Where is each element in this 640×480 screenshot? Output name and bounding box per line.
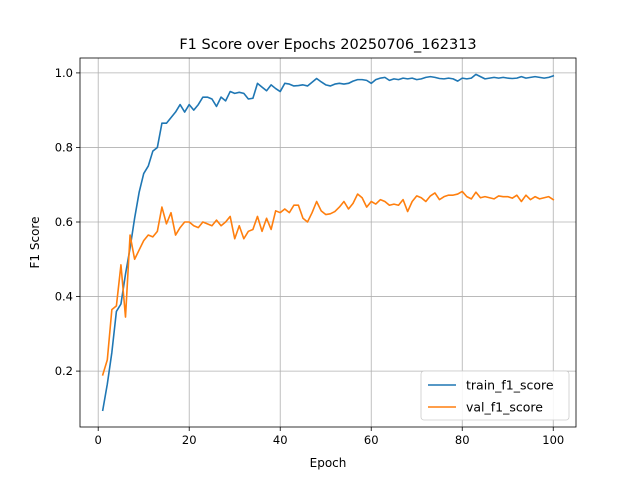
y-tick-label: 0.2 xyxy=(55,364,73,378)
y-tick-label: 0.8 xyxy=(55,140,73,154)
x-tick-label: 0 xyxy=(95,433,102,447)
x-tick-label: 40 xyxy=(273,433,288,447)
y-tick-label: 0.6 xyxy=(55,215,73,229)
series-line-train_f1_score xyxy=(101,73,555,412)
x-axis-label: Epoch xyxy=(310,456,347,470)
series-line-val_f1_score xyxy=(101,190,555,376)
chart-title: F1 Score over Epochs 20250706_162313 xyxy=(179,37,476,53)
legend-label-train: train_f1_score xyxy=(466,378,554,393)
y-axis-label: F1 Score xyxy=(28,217,42,269)
x-tick-label: 60 xyxy=(364,433,379,447)
legend-label-val: val_f1_score xyxy=(466,400,543,415)
grid-lines xyxy=(80,58,576,427)
legend-box xyxy=(420,370,570,421)
legend: train_f1_score val_f1_score xyxy=(420,370,570,421)
x-tick-label: 100 xyxy=(542,433,564,447)
y-tick-label: 1.0 xyxy=(55,66,73,80)
series-lines xyxy=(101,73,555,412)
y-tick-label: 0.4 xyxy=(55,290,73,304)
axis-ticks: 0 20 40 60 80 100 0.2 0.4 0.6 0.8 1.0 xyxy=(55,66,565,447)
plot-frame xyxy=(79,57,577,428)
x-tick-label: 80 xyxy=(455,433,470,447)
x-tick-label: 20 xyxy=(182,433,197,447)
